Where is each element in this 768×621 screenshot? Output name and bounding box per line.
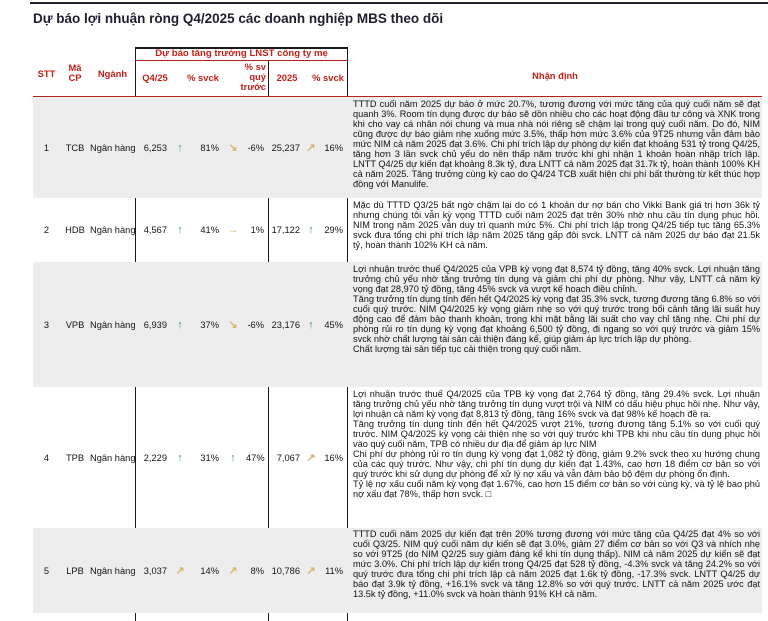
commentary-paragraph: Lợi nhuận trước thuế Q4/2025 của VPB kỳ …	[353, 264, 760, 295]
cell-2025-value: 7,067	[276, 452, 300, 463]
cell-ticker: LPB	[66, 565, 84, 576]
table-row: 3 VPB Ngân hàng 6,939 ↑ 37% ↘ -6% 23,176…	[33, 262, 762, 387]
trend-arrow-icon: ↑	[308, 318, 314, 331]
table-row: 4 TPB Ngân hàng 2,229 ↑ 31% ↑ 47% 7,067 …	[33, 387, 762, 528]
commentary-cell: Lợi nhuận trước thuế Q4/2025 của TPB kỳ …	[348, 387, 760, 528]
cell-qoq-pct: 8%	[250, 565, 264, 576]
table-row: 2 HDB Ngân hàng 4,567 ↑ 41% → 1% 17,122 …	[33, 198, 762, 262]
cell-2025-yoy-pct: 11%	[325, 565, 343, 576]
column-header-qoq: % sv quý trước	[240, 61, 266, 93]
commentary-paragraph: Mặc dù TTTD Q3/25 bất ngờ chậm lại do có…	[353, 200, 760, 251]
cell-stt: 1	[43, 142, 50, 153]
commentary-paragraph: TTTD cuối năm 2025 dự báo ở mức 20.7%, t…	[353, 99, 760, 190]
trend-arrow-icon: ↘	[228, 141, 238, 154]
trend-arrow-icon: ↗	[306, 564, 316, 577]
trend-arrow-icon: ↑	[177, 318, 183, 331]
trend-arrow-icon: →	[227, 224, 239, 236]
trend-arrow-icon: ↑	[177, 451, 183, 464]
cell-2025-value: 17,122	[271, 225, 300, 235]
cell-stt: 3	[43, 319, 50, 330]
cell-2025-yoy-pct: 16%	[324, 142, 343, 153]
commentary-cell: Mặc dù TTTD Q3/25 bất ngờ chậm lại do có…	[348, 198, 760, 262]
cell-q4-value: 6,253	[143, 142, 167, 153]
header-bottom-rule	[33, 95, 762, 98]
commentary-paragraph: Chất lượng tài sản tiếp tục cải thiện tr…	[353, 344, 582, 355]
trend-arrow-icon: ↗	[175, 564, 185, 577]
cell-sector: Ngân hàng	[90, 142, 136, 153]
cell-2025-value: 25,237	[271, 142, 300, 153]
cell-2025-yoy-pct: 16%	[324, 452, 343, 463]
cell-2025-value: 10,786	[271, 565, 300, 576]
column-header-yoy: % svck	[187, 72, 219, 83]
commentary-cell: TTTD cuối năm 2025 dự báo ở mức 20.7%, t…	[348, 97, 760, 198]
cell-ticker: VPB	[65, 319, 85, 330]
cell-q4-value: 3,037	[143, 565, 167, 576]
cell-yoy-pct: 81%	[200, 142, 219, 153]
cell-yoy-pct: 31%	[200, 452, 219, 463]
cell-yoy-pct: 14%	[200, 565, 219, 576]
trend-arrow-icon: ↑	[177, 224, 183, 236]
cell-ticker: HDB	[65, 225, 85, 235]
column-group-header: Dự báo tăng trưởng LNST công ty mẹ	[155, 47, 328, 59]
commentary-cell: TTTD cuối năm 2025 dự kiến đạt trên 20% …	[348, 528, 760, 613]
cell-sector: Ngân hàng	[90, 452, 136, 463]
trend-arrow-icon: ↑	[308, 224, 314, 236]
trend-arrow-icon: ↗	[228, 564, 238, 577]
commentary-paragraph: TTTD cuối năm 2025 dự kiến đạt trên 20% …	[353, 529, 760, 599]
commentary-cell: Lợi nhuận trước thuế Q4/2025 của VPB kỳ …	[348, 262, 760, 387]
top-divider	[30, 2, 768, 4]
commentary-paragraph: Lợi nhuận trước thuế Q4/2025 của TPB kỳ …	[353, 389, 760, 420]
commentary-paragraph: Chi phí dự phòng rủi ro tín dụng kỳ vọng…	[353, 449, 760, 480]
cell-2025-value: 23,176	[271, 319, 300, 330]
cell-stt: 5	[43, 565, 50, 576]
commentary-paragraph: Tăng trưởng tín dụng tính đến hết Q4/202…	[353, 419, 760, 450]
page-title: Dự báo lợi nhuận ròng Q4/2025 các doanh …	[33, 11, 444, 26]
cell-yoy-pct: 37%	[200, 319, 219, 330]
cell-2025-yoy-pct: 29%	[324, 225, 343, 235]
cell-sector: Ngân hàng	[90, 565, 136, 576]
trend-arrow-icon: ↑	[177, 141, 183, 154]
commentary-paragraph: Tỷ lệ nợ xấu cuối năm kỳ vọng đạt 1.67%,…	[353, 479, 760, 500]
group-header-underline	[135, 60, 348, 62]
cell-stt: 2	[43, 225, 50, 235]
column-header-yoy-2025: % svck	[312, 72, 344, 83]
cell-stt: 4	[43, 452, 50, 463]
cell-sector: Ngân hàng	[90, 319, 136, 330]
cell-2025-yoy-pct: 45%	[324, 319, 343, 330]
column-header-stt: STT	[37, 68, 56, 79]
table-row: 1 TCB Ngân hàng 6,253 ↑ 81% ↘ -6% 25,237…	[33, 97, 762, 198]
cell-sector: Ngân hàng	[90, 225, 136, 235]
cell-yoy-pct: 41%	[200, 225, 219, 235]
cell-qoq-pct: 47%	[246, 452, 265, 463]
cell-q4-value: 2,229	[143, 452, 167, 463]
column-header-q4: Q4/25	[142, 72, 168, 83]
table-row: 5 LPB Ngân hàng 3,037 ↗ 14% ↗ 8% 10,786 …	[33, 528, 762, 613]
commentary-paragraph: Tăng trưởng tín dụng tính đến hết Q4/202…	[353, 294, 760, 345]
trend-arrow-icon: ↘	[228, 318, 238, 331]
column-header-ticker: Mã CP	[68, 62, 82, 84]
column-header-sector: Ngành	[97, 68, 128, 79]
group-header-top-border	[135, 47, 348, 49]
cell-q4-value: 6,939	[143, 319, 167, 330]
trend-arrow-icon: ↗	[306, 141, 316, 154]
column-header-2025: 2025	[276, 72, 298, 83]
column-header-comment: Nhận định	[532, 70, 578, 81]
cell-qoq-pct: -6%	[247, 319, 264, 330]
cell-qoq-pct: -6%	[247, 142, 264, 153]
cell-qoq-pct: 1%	[250, 225, 264, 235]
trend-arrow-icon: ↑	[230, 451, 236, 464]
cell-ticker: TPB	[65, 452, 85, 463]
cell-q4-value: 4,567	[143, 225, 167, 235]
trend-arrow-icon: ↗	[306, 451, 316, 464]
cell-ticker: TCB	[65, 142, 85, 153]
